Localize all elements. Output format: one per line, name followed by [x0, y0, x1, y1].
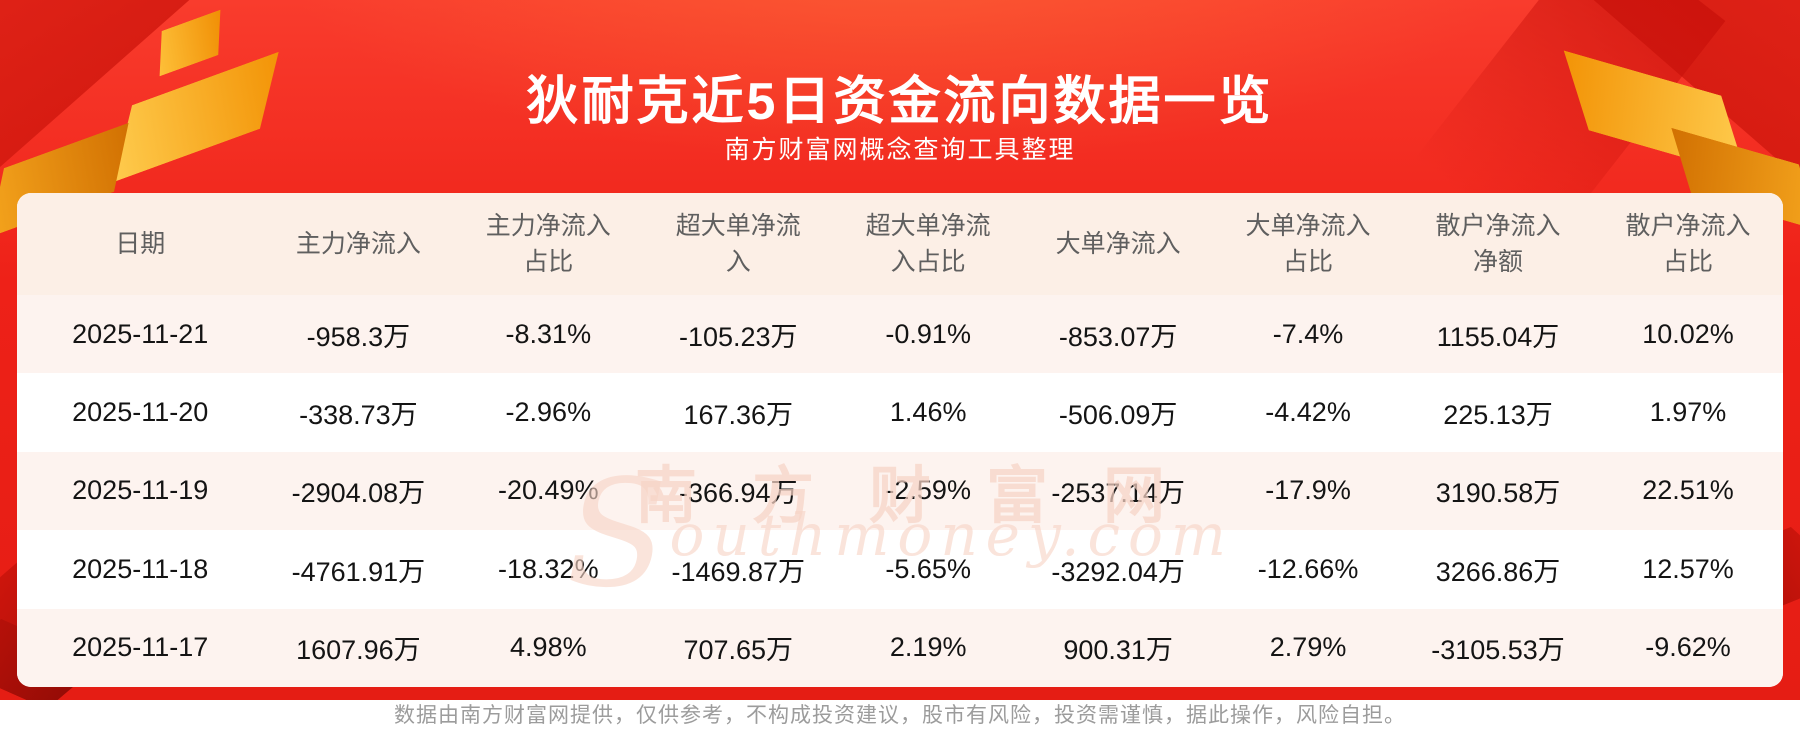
column-header: 散户净流入 净额	[1403, 193, 1593, 295]
table-body: 2025-11-21 -958.3万 -8.31% -105.23万 -0.91% -85…	[17, 295, 1783, 687]
table-header: 日期 主力净流入 主力净流入 占比 超大单净流 入超大单净流 入占比 大单净流入 大单净流…	[17, 193, 1783, 295]
value-cell: 3190.58万	[1435, 478, 1561, 509]
column-header: 超大单净流 入占比	[833, 193, 1024, 295]
value-cell: -506.09万	[1058, 400, 1178, 431]
value-cell: 707.65万	[683, 635, 794, 666]
value-cell: 167.36万	[683, 400, 794, 431]
value-cell: -12.66%	[1257, 553, 1359, 584]
value-cell: 2.19%	[889, 632, 967, 663]
fund-flow-table: 日期 主力净流入 主力净流入 占比 超大单净流 入超大单净流 入占比 大单净流入 大单净流…	[17, 193, 1783, 687]
date-cell: 2025-11-20	[72, 397, 209, 428]
value-cell: -0.91%	[885, 318, 971, 349]
value-cell: 1155.04万	[1436, 321, 1560, 352]
value-cell: -2904.08万	[291, 478, 426, 509]
table-row: 2025-11-20 -338.73万 -2.96% 167.36万 1.46% -506…	[17, 373, 1783, 452]
table-row: 2025-11-21 -958.3万 -8.31% -105.23万 -0.91% -85…	[17, 295, 1783, 374]
value-cell: -853.07万	[1058, 321, 1178, 352]
value-cell: -2.59%	[885, 475, 971, 506]
column-header: 超大单净流 入	[643, 193, 834, 295]
value-cell: 900.31万	[1063, 635, 1173, 666]
value-cell: -105.23万	[678, 321, 798, 352]
value-cell: -18.32%	[498, 553, 599, 584]
column-header: 大单净流入 占比	[1213, 193, 1404, 295]
table-row: 2025-11-17 1607.96万 4.98% 707.65万 2.19% 900.3…	[17, 608, 1783, 687]
page-title: 狄耐克近5日资金流向数据一览	[526, 72, 1274, 131]
value-cell: -20.49%	[498, 475, 599, 506]
table-row: 2025-11-19 -2904.08万 -20.49% -366.94万 -2.59%…	[17, 451, 1783, 531]
footer-disclaimer: 数据由南方财富网提供，仅供参考，不构成投资建议，股市有风险，投资需谨慎，据此操作…	[394, 704, 1406, 727]
value-cell: -366.94万	[678, 478, 798, 509]
date-cell: 2025-11-19	[72, 475, 209, 506]
value-cell: 1.97%	[1649, 397, 1727, 428]
value-cell: -3105.53万	[1431, 635, 1565, 666]
column-header: 主力净流入 占比	[453, 193, 644, 295]
value-cell: -4.42%	[1265, 397, 1351, 428]
value-cell: 12.57%	[1642, 553, 1734, 584]
value-cell: 4.98%	[510, 632, 587, 663]
value-cell: -2537.14万	[1051, 478, 1185, 509]
value-cell: -2.96%	[505, 397, 592, 428]
value-cell: -5.65%	[885, 553, 971, 584]
header-row: 日期 主力净流入 主力净流入 占比 超大单净流 入超大单净流 入占比 大单净流入 大单净流…	[17, 193, 1783, 295]
value-cell: -1469.87万	[671, 556, 806, 587]
column-header: 主力净流入	[263, 193, 454, 295]
value-cell: 10.02%	[1642, 318, 1734, 349]
date-cell: 2025-11-18	[72, 553, 209, 584]
value-cell: -17.9%	[1265, 475, 1351, 506]
value-cell: -9.62%	[1645, 632, 1731, 663]
date-cell: 2025-11-17	[72, 632, 209, 663]
value-cell: 1607.96万	[296, 635, 421, 666]
value-cell: -338.73万	[299, 400, 418, 431]
value-cell: 225.13万	[1443, 400, 1553, 431]
column-header: 散户净流入 占比	[1592, 193, 1783, 295]
column-header: 日期	[17, 193, 264, 295]
date-cell: 2025-11-21	[72, 318, 209, 349]
table-row: 2025-11-18 -4761.91万 -18.32% -1469.87万 -5.65…	[17, 530, 1783, 609]
page-subtitle: 南方财富网概念查询工具整理	[724, 136, 1076, 164]
value-cell: 1.46%	[889, 397, 967, 428]
value-cell: 2.79%	[1269, 632, 1347, 663]
value-cell: -958.3万	[306, 321, 411, 352]
data-table-card: 日期 主力净流入 主力净流入 占比 超大单净流 入超大单净流 入占比 大单净流入 大单净流…	[17, 193, 1783, 687]
value-cell: 3266.86万	[1435, 556, 1561, 587]
value-cell: -8.31%	[505, 318, 592, 349]
value-cell: -4761.91万	[291, 556, 426, 587]
column-header: 大单净流入	[1023, 193, 1214, 295]
value-cell: -7.4%	[1272, 318, 1344, 349]
value-cell: -3292.04万	[1051, 556, 1185, 587]
value-cell: 22.51%	[1642, 475, 1734, 506]
